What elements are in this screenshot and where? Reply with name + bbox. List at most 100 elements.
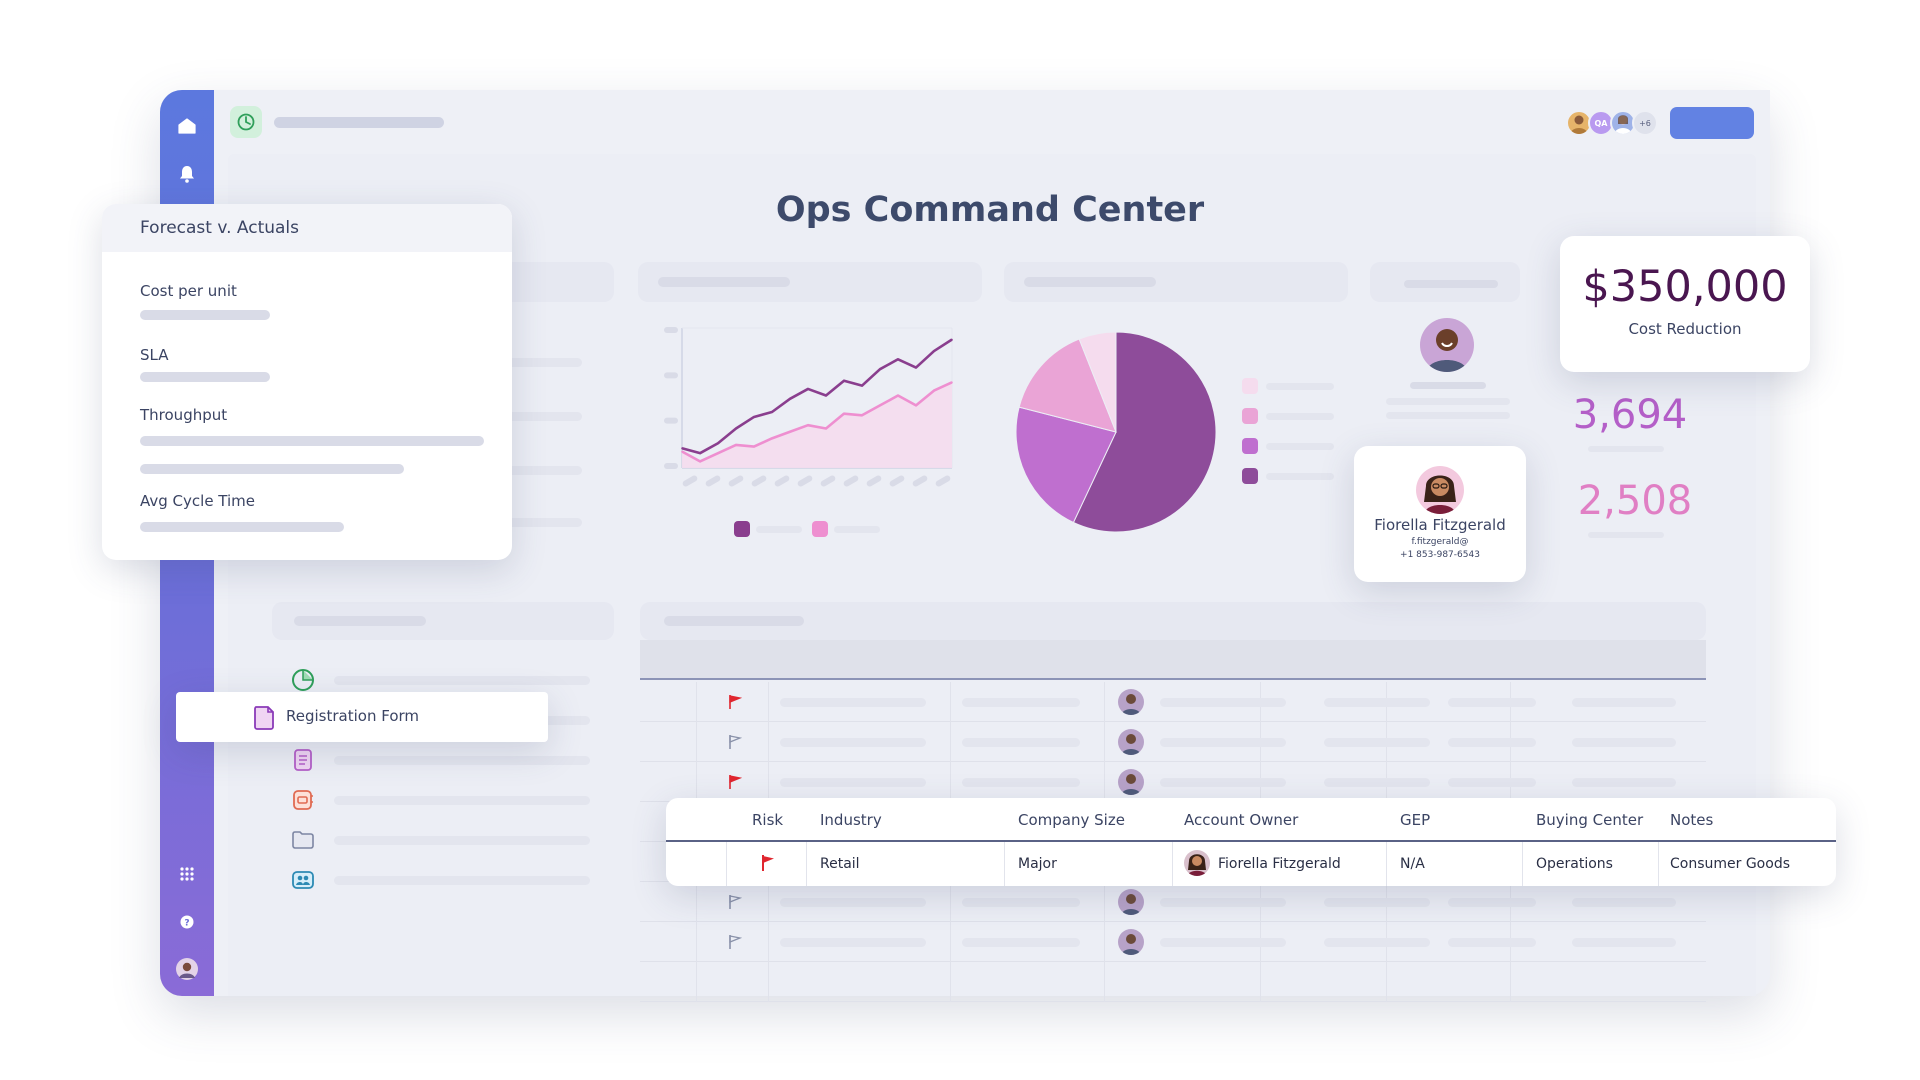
line-chart [664,327,953,487]
cell-notes: Consumer Goods [1670,856,1790,872]
column-header-notes[interactable]: Notes [1670,811,1714,829]
legend-swatch-dark [734,521,750,537]
home-icon[interactable] [160,112,214,140]
series-point [735,444,737,446]
series-point [807,388,809,390]
dashboard-icon[interactable] [230,106,262,138]
panel-header [1004,262,1348,302]
owner-avatar[interactable] [1118,769,1144,795]
metric-bar [140,310,270,320]
table-row[interactable] [640,882,1706,922]
metric-bar [140,372,270,382]
series-point [753,445,755,448]
owner-avatar[interactable] [1118,729,1144,755]
contact-name: Fiorella Fitzgerald [1374,516,1506,534]
metric-bar [140,522,344,532]
legend-swatch-light [812,521,828,537]
pie-slice [1072,331,1217,533]
forecast-card-title: Forecast v. Actuals [140,218,300,238]
more-collaborators-badge[interactable]: +6 [1632,110,1658,136]
y-tick-placeholder [664,327,678,333]
owner-avatar[interactable] [1118,889,1144,915]
flag-icon[interactable] [728,734,743,750]
apps-grid-icon[interactable] [160,862,214,886]
metric-label: Cost per unit [140,282,237,300]
series-point [843,412,845,415]
series-point [951,338,953,341]
profile-avatar[interactable] [1420,318,1474,372]
risk-flag-icon[interactable] [760,854,776,872]
series-point [843,379,845,382]
column-header-buying-center[interactable]: Buying Center [1536,811,1644,829]
cell-account-owner[interactable]: Fiorella Fitzgerald [1218,856,1341,872]
bell-icon[interactable] [160,160,214,188]
panel-header [1370,262,1520,302]
cost-reduction-card: $350,000 Cost Reduction [1560,236,1810,372]
contact-card: Fiorella Fitzgerald f.fitzgerald@ +1 853… [1354,446,1526,582]
metric-label: Throughput [140,406,228,424]
owner-avatar[interactable] [1118,929,1144,955]
forecast-card: Forecast v. Actuals Cost per unit SLA Th… [102,204,512,560]
table-row[interactable] [640,682,1706,722]
series-area [682,382,952,468]
metric-bar [140,464,404,474]
svg-text:?: ? [184,919,189,929]
user-avatar[interactable] [160,956,214,982]
pie-slice [1018,338,1117,433]
table-header-bar [640,640,1706,680]
column-header-account-owner[interactable]: Account Owner [1184,811,1299,829]
table-row[interactable] [640,762,1706,802]
x-tick-placeholder [797,475,813,487]
pie-slice [1015,406,1117,524]
stat-primary: 3,694 [1572,392,1688,438]
cell-gep: N/A [1400,856,1425,872]
series-point [897,358,899,361]
metric-bar [140,436,484,446]
y-tick-placeholder [664,372,678,379]
x-tick-placeholder [935,475,951,487]
chart-icon [291,668,315,692]
list-panel-header [272,602,614,640]
flag-icon[interactable] [728,694,743,710]
table-row[interactable] [640,962,1706,1002]
form-icon [252,705,276,731]
series-point [771,437,773,440]
pie-chart [1015,331,1217,533]
series-point [789,430,791,433]
column-header-company-size[interactable]: Company Size [1018,811,1125,829]
flag-icon[interactable] [728,894,743,910]
owner-avatar[interactable] [1118,689,1144,715]
column-header-industry[interactable]: Industry [820,811,882,829]
x-tick-placeholder [705,475,721,487]
contact-avatar[interactable] [1416,466,1464,514]
x-tick-placeholder [889,475,905,487]
series-line [681,338,953,455]
pie-legend-swatch [1242,468,1258,484]
column-header-gep[interactable]: GEP [1400,811,1431,829]
metric-label: Avg Cycle Time [140,492,256,510]
table-row[interactable] [640,922,1706,962]
contact-email[interactable]: f.fitzgerald@ [1411,537,1469,547]
x-tick-placeholder [866,475,882,487]
series-point [879,404,881,407]
owner-avatar[interactable] [1184,850,1210,876]
y-tick-placeholder [664,417,678,424]
series-point [753,416,755,418]
collaborator-avatar[interactable] [1610,110,1636,136]
column-header-risk[interactable]: Risk [752,811,784,829]
series-point [699,460,701,463]
registration-form-item[interactable]: Registration Form [176,692,548,742]
help-icon[interactable]: ? [160,910,214,934]
contact-phone[interactable]: +1 853-987-6543 [1400,550,1480,560]
cell-company-size: Major [1018,856,1057,872]
page-title: Ops Command Center [775,190,1205,230]
series-point [771,411,773,413]
series-line [681,381,953,463]
flag-icon[interactable] [728,934,743,950]
flag-icon[interactable] [728,774,743,790]
table-row[interactable] [640,722,1706,762]
series-point [861,384,863,387]
stat-secondary: 2,508 [1577,478,1693,524]
legend-label-placeholder [756,526,802,533]
primary-action-button[interactable] [1670,107,1754,139]
